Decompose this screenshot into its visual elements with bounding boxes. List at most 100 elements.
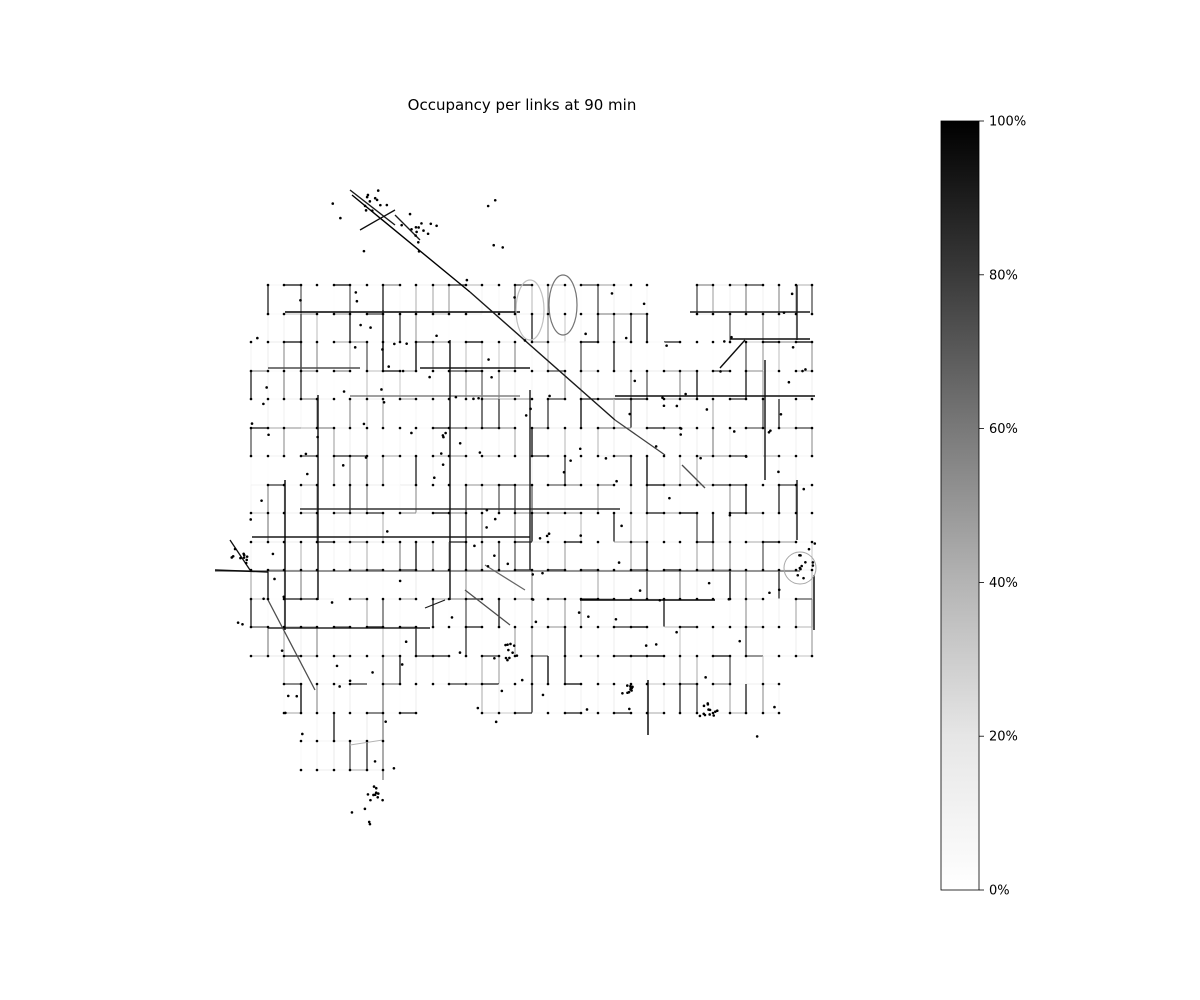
network-node: [513, 312, 517, 316]
network-node: [715, 709, 719, 713]
network-node: [761, 540, 765, 544]
network-node: [431, 283, 435, 287]
network-node: [262, 402, 265, 406]
network-node: [791, 346, 795, 349]
network-node: [509, 642, 512, 646]
network-node: [678, 369, 682, 373]
network-node: [513, 711, 517, 715]
network-node: [385, 530, 389, 533]
network-node: [493, 656, 496, 660]
network-node: [706, 703, 710, 706]
network-node: [546, 511, 550, 515]
network-node: [381, 312, 385, 316]
network-node: [473, 544, 476, 548]
network-node: [629, 283, 633, 287]
network-node: [242, 553, 246, 557]
network-node: [695, 511, 699, 515]
network-node: [249, 654, 253, 658]
network-node: [408, 212, 412, 216]
network-node: [761, 397, 765, 401]
network-node: [239, 556, 242, 560]
network-node: [645, 682, 649, 686]
network-node: [810, 283, 814, 287]
network-node: [332, 711, 336, 715]
network-node: [365, 768, 369, 772]
network-node: [464, 483, 468, 487]
network-node: [417, 250, 421, 253]
network-link: [484, 564, 526, 591]
network-node: [728, 568, 732, 572]
network-node: [579, 426, 583, 430]
network-node: [414, 682, 418, 686]
network-node: [301, 732, 304, 736]
network-node: [435, 334, 438, 338]
network-node: [530, 340, 534, 344]
network-node: [728, 340, 732, 344]
network-node: [645, 397, 649, 401]
network-node: [282, 369, 286, 373]
network-node: [804, 368, 807, 371]
network-node: [711, 597, 715, 601]
network-node: [662, 654, 666, 658]
network-node: [645, 283, 649, 287]
network-node: [513, 597, 517, 601]
network-node: [282, 340, 286, 344]
network-node: [364, 209, 368, 212]
network-node: [545, 534, 549, 538]
network-node: [332, 682, 336, 686]
network-node: [315, 483, 319, 487]
network-node: [245, 555, 249, 558]
network-node: [777, 540, 781, 544]
network-node: [678, 682, 682, 686]
network-node: [485, 508, 489, 512]
network-node: [266, 597, 270, 601]
network-node: [472, 397, 475, 401]
network-node: [233, 547, 237, 551]
network-node: [365, 340, 369, 344]
network-node: [728, 283, 732, 287]
network-node: [777, 588, 781, 592]
network-node: [707, 581, 711, 585]
network-node: [282, 682, 286, 686]
network-node: [492, 243, 496, 247]
network-node: [612, 483, 616, 487]
network-node: [679, 433, 683, 436]
network-node: [282, 283, 286, 287]
network-node: [504, 656, 508, 660]
network-node: [299, 369, 303, 373]
network-node: [702, 712, 706, 716]
network-node: [761, 340, 765, 344]
network-node: [381, 768, 385, 772]
network-node: [273, 577, 276, 581]
network-node: [579, 568, 583, 572]
network-node: [642, 302, 646, 306]
network-node: [513, 340, 517, 344]
network-node: [450, 616, 454, 619]
network-node: [315, 397, 319, 401]
network-node: [348, 312, 352, 316]
network-node: [579, 682, 583, 686]
network-node: [800, 564, 803, 568]
network-node: [761, 682, 765, 686]
network-node: [365, 625, 369, 629]
network-node: [577, 611, 581, 614]
network-node: [546, 369, 550, 373]
network-node: [480, 597, 484, 601]
network-node: [398, 568, 402, 572]
network-node: [546, 283, 550, 287]
network-node: [761, 283, 765, 287]
network-node: [414, 312, 418, 316]
network-node: [332, 312, 336, 316]
network-node: [513, 369, 517, 373]
network-node: [777, 483, 781, 487]
network-node: [315, 511, 319, 515]
network-node: [645, 483, 649, 487]
network-node: [596, 568, 600, 572]
network-node: [464, 340, 468, 344]
network-node: [376, 792, 380, 795]
network-node: [794, 454, 798, 458]
network-node: [381, 426, 385, 430]
network-node: [807, 547, 811, 551]
network-node: [777, 625, 781, 629]
network-node: [381, 540, 385, 544]
